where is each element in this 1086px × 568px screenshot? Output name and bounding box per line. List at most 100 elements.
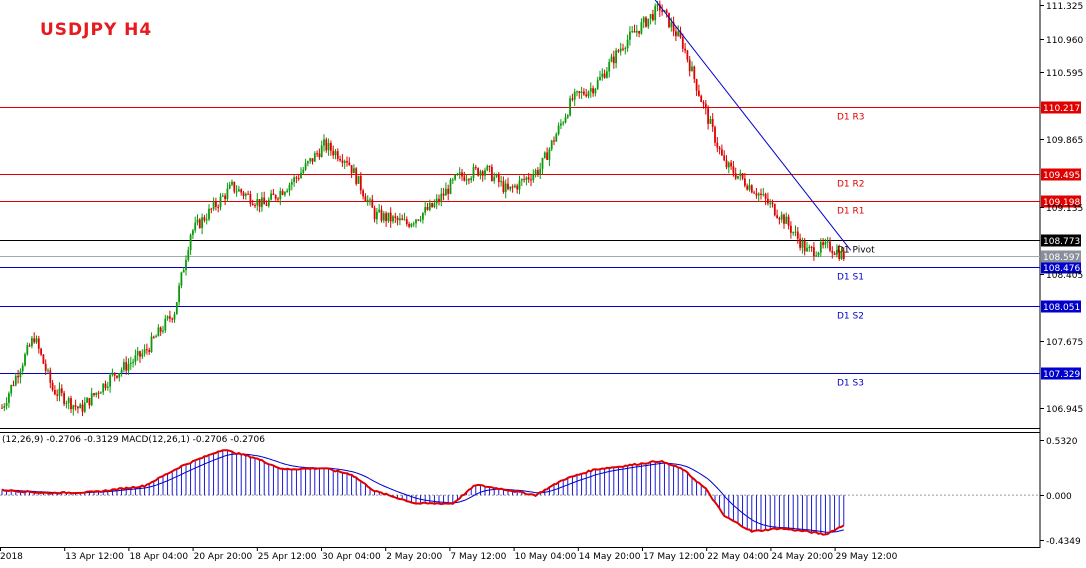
candle-body — [656, 4, 659, 6]
candle-body — [838, 249, 841, 259]
candle-body — [173, 314, 176, 320]
candle-body — [141, 353, 144, 357]
candle-body — [589, 88, 592, 92]
level-price: 108.476 — [1043, 264, 1080, 274]
candle-body — [139, 351, 141, 357]
time-tick-label: 2018 — [0, 552, 23, 562]
candle-body — [164, 318, 167, 331]
candle-body — [725, 160, 728, 168]
candle-body — [272, 193, 275, 196]
candle-body — [373, 207, 376, 220]
candle-body — [470, 177, 473, 181]
candle-body — [28, 345, 31, 347]
candle-body — [415, 219, 417, 224]
time-tick-label: 17 May 12:00 — [643, 552, 705, 562]
candle-body — [369, 199, 371, 201]
candle-body — [599, 76, 601, 81]
candle-body — [1, 407, 3, 409]
candle-body — [711, 118, 714, 128]
candle-body — [10, 385, 13, 394]
candle-body — [481, 171, 484, 176]
candle-body — [649, 14, 652, 19]
candle-body — [221, 195, 224, 197]
candle-body — [189, 234, 192, 251]
candle-body — [277, 198, 279, 200]
candle-body — [40, 348, 42, 355]
candle-body — [716, 142, 719, 148]
candle-body — [224, 195, 226, 200]
candle-body — [665, 10, 668, 13]
candle-body — [511, 186, 514, 188]
candle-body — [405, 219, 408, 225]
trendline — [654, 0, 852, 251]
candle-body — [702, 102, 705, 104]
candle-body — [619, 48, 622, 52]
candle-body — [336, 151, 339, 159]
time-tick-label: 20 Apr 20:00 — [194, 552, 253, 562]
candle-body — [81, 404, 84, 412]
price-tick-label: 106.945 — [1046, 405, 1083, 415]
candle-body — [635, 30, 638, 33]
candle-body — [794, 231, 797, 233]
candle-body — [626, 39, 629, 49]
candle-body — [362, 190, 364, 197]
candle-body — [226, 188, 229, 200]
time-tick-label: 30 Apr 04:00 — [322, 552, 381, 562]
candle-body — [129, 362, 132, 365]
macd-main-line — [1, 449, 845, 536]
time-tick-label: 24 May 20:00 — [771, 552, 833, 562]
candle-body — [258, 199, 261, 207]
candle-body — [451, 179, 454, 181]
candle-body — [254, 205, 256, 207]
candle-body — [610, 56, 613, 62]
candle-body — [72, 405, 75, 410]
candle-body — [695, 79, 698, 91]
candle-body — [150, 336, 153, 352]
candle-body — [17, 375, 19, 378]
candle-body — [426, 207, 429, 210]
candle-body — [642, 17, 645, 23]
candle-body — [12, 385, 15, 387]
candle-body — [486, 165, 489, 171]
candle-body — [247, 193, 249, 195]
candle-body — [228, 184, 231, 189]
level-price: 110.217 — [1043, 104, 1080, 114]
candle-body — [350, 165, 353, 174]
candle-body — [419, 219, 422, 221]
candle-body — [290, 182, 293, 185]
candle-body — [615, 50, 617, 64]
candle-body — [617, 50, 620, 52]
candle-body — [440, 193, 443, 202]
candle-body — [629, 31, 631, 40]
candle-body — [541, 157, 544, 169]
candle-body — [730, 162, 732, 167]
level-price-tag — [1041, 300, 1081, 313]
candle-body — [739, 173, 742, 176]
candle-body — [776, 215, 778, 218]
candle-body — [313, 153, 316, 162]
candle-body — [799, 238, 801, 248]
candle-body — [194, 222, 197, 231]
candle-body — [288, 184, 291, 191]
time-tick-label: 10 May 04:00 — [515, 552, 577, 562]
candle-body — [19, 371, 22, 378]
candle-body — [509, 186, 512, 190]
level-price-tag — [1041, 168, 1081, 181]
macd-signal-line — [1, 453, 844, 533]
candle-body — [366, 199, 369, 202]
candle-body — [295, 177, 298, 179]
candle-body — [553, 140, 555, 142]
candle-body — [118, 373, 121, 378]
candle-body — [601, 73, 604, 77]
candle-body — [376, 211, 378, 220]
current-price-tag — [1041, 250, 1081, 263]
candle-body — [622, 48, 624, 50]
candle-body — [537, 170, 539, 175]
candle-body — [279, 191, 282, 200]
price-tick-label: 110.595 — [1046, 69, 1083, 79]
candle-body — [491, 166, 493, 181]
candle-body — [152, 336, 155, 338]
candle-body — [732, 166, 735, 174]
level-price: 108.773 — [1043, 237, 1080, 247]
